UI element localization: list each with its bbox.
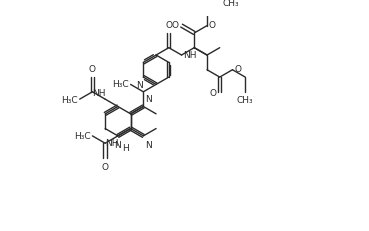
Text: N: N: [145, 140, 152, 149]
Text: N: N: [136, 81, 142, 90]
Text: O: O: [234, 65, 241, 74]
Text: O: O: [89, 65, 96, 74]
Text: CH₃: CH₃: [223, 0, 239, 8]
Text: H: H: [123, 144, 129, 153]
Text: O: O: [172, 21, 179, 30]
Text: N: N: [114, 141, 121, 150]
Text: NH: NH: [183, 50, 197, 59]
Text: NH: NH: [105, 138, 119, 147]
Text: NH: NH: [92, 89, 105, 98]
Text: CH₃: CH₃: [237, 96, 254, 105]
Text: H₃C: H₃C: [61, 95, 78, 104]
Text: H₃C: H₃C: [112, 80, 129, 89]
Text: N: N: [145, 94, 152, 103]
Text: O: O: [209, 21, 216, 30]
Text: H₃C: H₃C: [74, 132, 90, 141]
Text: O: O: [165, 21, 172, 30]
Text: O: O: [210, 89, 217, 98]
Text: O: O: [101, 162, 108, 171]
